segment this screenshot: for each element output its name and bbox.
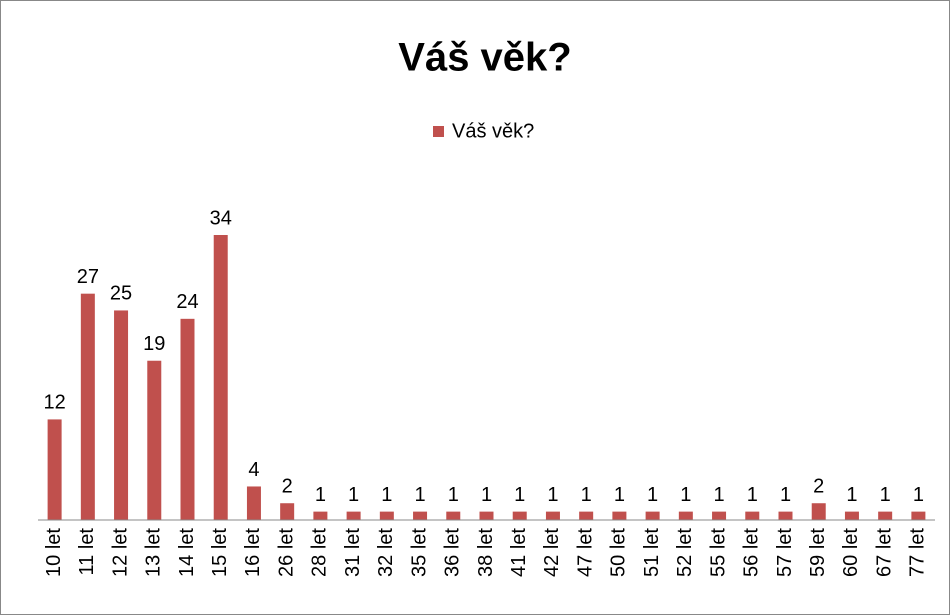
x-tick-label: 60 let xyxy=(840,528,862,577)
bar xyxy=(512,511,527,520)
x-tick-label: 47 let xyxy=(574,528,596,577)
legend-swatch xyxy=(433,126,444,137)
bar xyxy=(645,511,660,520)
x-tick-label: 15 let xyxy=(209,528,231,577)
bar xyxy=(911,511,926,520)
bar xyxy=(413,511,428,520)
bar xyxy=(712,511,727,520)
x-tick-label: 50 let xyxy=(608,528,630,577)
bar xyxy=(379,511,394,520)
data-label: 1 xyxy=(414,484,425,506)
x-tick-label: 14 let xyxy=(176,528,198,577)
data-label: 1 xyxy=(514,484,525,506)
x-tick-label: 31 let xyxy=(342,528,364,577)
bar xyxy=(778,511,793,520)
bar xyxy=(479,511,494,520)
data-label: 4 xyxy=(248,459,259,481)
bar xyxy=(878,511,893,520)
x-tick-label: 55 let xyxy=(707,528,729,577)
x-tick-label: 10 let xyxy=(43,528,65,577)
x-tick-label: 67 let xyxy=(873,528,895,577)
x-tick-label: 12 let xyxy=(109,528,131,577)
data-label: 1 xyxy=(647,484,658,506)
x-tick-label: 36 let xyxy=(442,528,464,577)
data-label: 1 xyxy=(880,484,891,506)
x-tick-label: 41 let xyxy=(508,528,530,577)
data-label: 19 xyxy=(143,333,165,355)
bar xyxy=(47,419,62,520)
x-tick-label: 32 let xyxy=(375,528,397,577)
data-label: 1 xyxy=(381,484,392,506)
x-tick-label: 13 let xyxy=(143,528,165,577)
data-label: 1 xyxy=(315,484,326,506)
bar xyxy=(313,511,328,520)
x-tick-label: 42 let xyxy=(541,528,563,577)
bar xyxy=(114,310,129,520)
x-tick-label: 59 let xyxy=(807,528,829,577)
data-label: 1 xyxy=(448,484,459,506)
x-tick-label: 38 let xyxy=(475,528,497,577)
x-tick-label: 52 let xyxy=(674,528,696,577)
data-label: 1 xyxy=(913,484,924,506)
x-tick-label: 77 let xyxy=(907,528,929,577)
x-tick-label: 26 let xyxy=(275,528,297,577)
data-label: 1 xyxy=(481,484,492,506)
x-tick-label: 51 let xyxy=(641,528,663,577)
data-label: 27 xyxy=(77,266,99,288)
bar xyxy=(612,511,627,520)
x-tick-label: 16 let xyxy=(242,528,264,577)
data-label: 24 xyxy=(176,291,198,313)
data-label: 1 xyxy=(614,484,625,506)
bar xyxy=(579,511,594,520)
x-tick-label: 57 let xyxy=(774,528,796,577)
x-tick-label: 28 let xyxy=(309,528,331,577)
data-label: 1 xyxy=(780,484,791,506)
data-label: 1 xyxy=(547,484,558,506)
legend-label: Váš věk? xyxy=(452,120,534,142)
bar xyxy=(446,511,461,520)
bar xyxy=(545,511,560,520)
data-label: 1 xyxy=(581,484,592,506)
bar xyxy=(811,503,826,520)
data-label: 1 xyxy=(846,484,857,506)
bar xyxy=(180,318,195,520)
x-tick-label: 56 let xyxy=(741,528,763,577)
data-label: 1 xyxy=(680,484,691,506)
bar xyxy=(246,486,261,520)
bar xyxy=(213,235,228,520)
bar xyxy=(346,511,361,520)
data-label: 1 xyxy=(713,484,724,506)
data-label: 1 xyxy=(747,484,758,506)
bar xyxy=(844,511,859,520)
chart-title: Váš věk? xyxy=(398,36,571,80)
x-tick-label: 35 let xyxy=(408,528,430,577)
data-label: 25 xyxy=(110,283,132,305)
bar xyxy=(147,360,162,520)
bar xyxy=(280,503,295,520)
data-label: 12 xyxy=(43,392,65,414)
bar xyxy=(80,293,95,520)
bar xyxy=(745,511,760,520)
data-label: 2 xyxy=(282,476,293,498)
bar xyxy=(678,511,693,520)
data-label: 2 xyxy=(813,476,824,498)
x-tick-label: 11 let xyxy=(76,528,98,576)
data-label: 1 xyxy=(348,484,359,506)
data-label: 34 xyxy=(210,207,232,229)
